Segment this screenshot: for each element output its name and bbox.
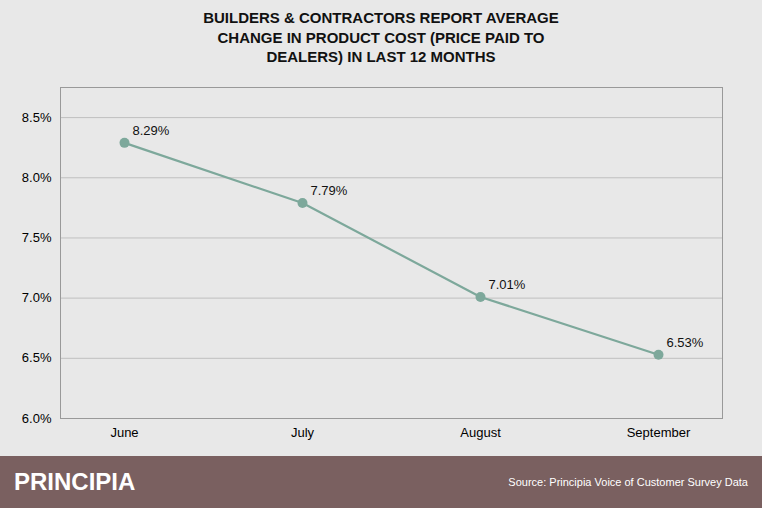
svg-text:6.5%: 6.5% — [22, 350, 52, 365]
svg-text:8.5%: 8.5% — [22, 109, 52, 124]
svg-text:7.79%: 7.79% — [311, 183, 348, 198]
svg-text:June: June — [110, 424, 138, 439]
svg-text:6.0%: 6.0% — [22, 410, 52, 425]
svg-text:July: July — [291, 424, 315, 439]
svg-text:8.0%: 8.0% — [22, 169, 52, 184]
html-text:PRINCIPIA: PRINCIPIA — [14, 468, 136, 495]
svg-text:September: September — [627, 424, 691, 439]
svg-text:6.53%: 6.53% — [667, 334, 704, 349]
html-text:BUILDERS & CONTRACTORS REPORT: BUILDERS & CONTRACTORS REPORT AVERAGE CH… — [203, 9, 559, 65]
svg-text:8.29%: 8.29% — [133, 123, 170, 138]
html-text:Source: Principia Voice of Cus: Source: Principia Voice of Customer Surv… — [508, 476, 748, 488]
svg-text:August: August — [460, 424, 501, 439]
svg-text:7.0%: 7.0% — [22, 290, 52, 305]
svg-text:7.5%: 7.5% — [22, 230, 52, 245]
svg-text:7.01%: 7.01% — [489, 277, 526, 292]
